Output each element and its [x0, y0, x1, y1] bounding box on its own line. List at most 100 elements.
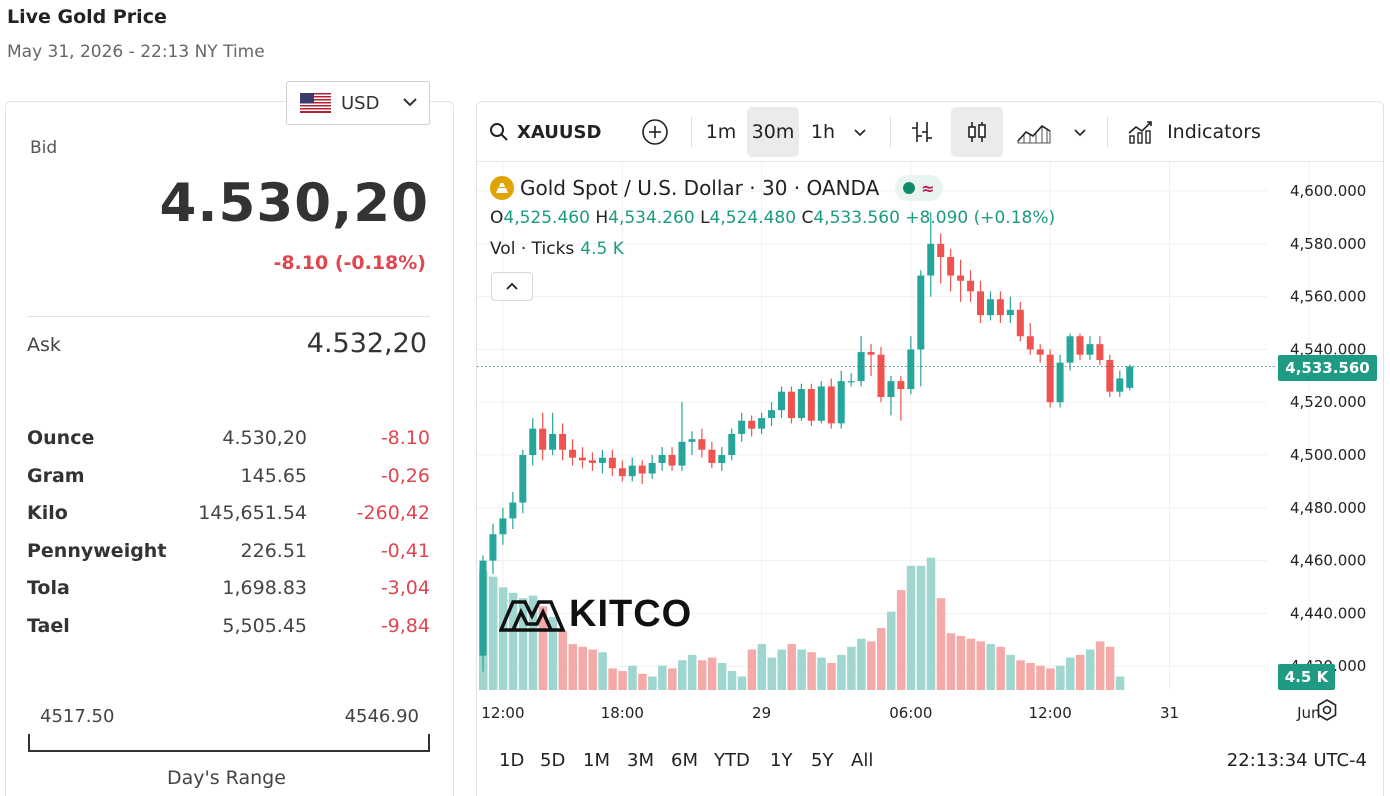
chart-clock: 22:13:34 UTC-4: [1226, 750, 1367, 771]
interval-1m[interactable]: 1m: [705, 121, 737, 143]
candle-body: [598, 457, 606, 463]
day-range-low: 4517.50: [40, 706, 115, 727]
unit-change: -0,26: [380, 464, 430, 487]
candles-style-button[interactable]: [951, 107, 1003, 157]
volume-bar: [1066, 657, 1075, 690]
unit-row-ounce: Ounce 4.530,20 -8.10: [27, 424, 432, 462]
unit-row-tael: Tael 5,505.45 -9,84: [27, 612, 432, 650]
unit-price: 4.530,20: [222, 427, 307, 449]
range-button-5d[interactable]: 5D: [540, 750, 566, 771]
candle-body: [539, 428, 547, 450]
range-button-1d[interactable]: 1D: [499, 750, 525, 771]
volume-bar: [867, 641, 876, 690]
ohlc-values: O4,525.460 H4,534.260 L4,524.480 C4,533.…: [490, 208, 1055, 228]
plus-circle-icon: [642, 119, 668, 145]
volume-bar: [1046, 668, 1055, 690]
candle-body: [1016, 309, 1024, 337]
unit-price: 145,651.54: [198, 502, 307, 524]
y-tick-label: 4,560.000: [1290, 288, 1366, 306]
volume-bar: [837, 654, 846, 690]
collapse-legend-button[interactable]: [491, 272, 533, 301]
interval-30m[interactable]: 30m: [747, 107, 799, 157]
range-button-ytd[interactable]: YTD: [714, 750, 750, 771]
chart-legend-title: Gold Spot / U.S. Dollar · 30 · OANDA ≈: [490, 175, 943, 201]
range-button-6m[interactable]: 6M: [671, 750, 698, 771]
market-status-pill[interactable]: ≈: [895, 175, 943, 201]
volume-bar: [1006, 654, 1015, 690]
volume-bar: [1016, 660, 1025, 690]
unit-price: 5,505.45: [222, 614, 307, 637]
candle-body: [977, 291, 984, 316]
candlestick-chart[interactable]: 4,600.000 4,580.000 4,560.000 4,540.000 4,52…: [477, 162, 1383, 742]
bars-style-button[interactable]: [899, 107, 945, 157]
candle-body: [758, 418, 766, 429]
unit-price: 145.65: [240, 464, 307, 487]
indicators-button[interactable]: Indicators: [1119, 107, 1269, 157]
symbol-search[interactable]: XAUUSD: [489, 107, 611, 157]
range-button-all[interactable]: All: [851, 750, 874, 771]
candle-body: [1126, 366, 1134, 388]
unit-change: -260,42: [356, 502, 430, 524]
toolbar-separator: [890, 116, 891, 148]
search-icon: [490, 123, 508, 141]
currency-dropdown[interactable]: USD: [286, 81, 430, 125]
unit-name: Tael: [27, 614, 70, 637]
interval-1h[interactable]: 1h: [810, 121, 836, 143]
volume-bar: [896, 590, 906, 690]
high-value: 4,534.260: [608, 208, 695, 228]
chart-settings-button[interactable]: [1315, 698, 1339, 726]
change-value: +8.090 (+0.18%): [905, 208, 1056, 228]
unit-change: -0,41: [380, 539, 430, 562]
candle-body: [1006, 309, 1014, 316]
candle-body: [947, 257, 955, 276]
candle-body: [967, 280, 975, 292]
volume-bar: [936, 598, 946, 690]
chevron-up-icon: [506, 282, 518, 290]
chevron-down-icon: [403, 96, 418, 111]
candle-body: [957, 275, 965, 281]
volume-bar: [558, 630, 568, 690]
high-label: H: [595, 208, 609, 228]
volume-bar: [518, 598, 528, 690]
compare-symbol-button[interactable]: [635, 107, 675, 157]
unit-price-table: Ounce 4.530,20 -8.10 Gram 145.65 -0,26 K…: [27, 424, 432, 649]
low-label: L: [700, 208, 710, 228]
indicators-icon: [1128, 121, 1152, 144]
chart-title: Gold Spot / U.S. Dollar · 30 · OANDA: [520, 176, 880, 200]
candle-body: [897, 381, 905, 390]
chevron-down-icon: [1074, 128, 1086, 136]
x-tick-label: 18:00: [601, 704, 644, 722]
range-button-1y[interactable]: 1Y: [770, 750, 793, 771]
volume-tag: 4.5 K: [1278, 664, 1335, 690]
candle-body: [1116, 378, 1124, 392]
volume-bar: [707, 657, 717, 690]
volume-bar: [946, 633, 956, 690]
candle-body: [1066, 336, 1074, 363]
candle-body: [1076, 336, 1084, 355]
range-button-1m[interactable]: 1M: [583, 750, 610, 771]
bars-chart-icon: [912, 122, 932, 142]
candle-body: [996, 299, 1004, 316]
candle-body: [917, 275, 925, 350]
range-button-5y[interactable]: 5Y: [811, 750, 834, 771]
volume-bar: [727, 671, 737, 690]
y-tick-label: 4,520.000: [1290, 393, 1366, 411]
candle-body: [877, 354, 885, 397]
range-button-3m[interactable]: 3M: [627, 750, 654, 771]
unit-price: 1,698.83: [222, 577, 307, 599]
unit-row-kilo: Kilo 145,651.54 -260,42: [27, 499, 432, 537]
volume-bar: [498, 587, 508, 690]
candle-body: [837, 381, 845, 424]
candle-body: [588, 460, 596, 463]
area-style-button[interactable]: [1011, 107, 1057, 157]
candle-body: [559, 433, 567, 450]
candle-body: [569, 449, 577, 458]
candle-body: [748, 420, 756, 429]
intervals-dropdown[interactable]: [845, 107, 875, 157]
candle-body: [847, 381, 855, 383]
chart-style-dropdown[interactable]: [1065, 107, 1095, 157]
open-label: O: [490, 208, 504, 228]
volume-bar: [697, 660, 707, 690]
volume-bar: [1095, 641, 1105, 690]
close-label: C: [801, 208, 814, 228]
